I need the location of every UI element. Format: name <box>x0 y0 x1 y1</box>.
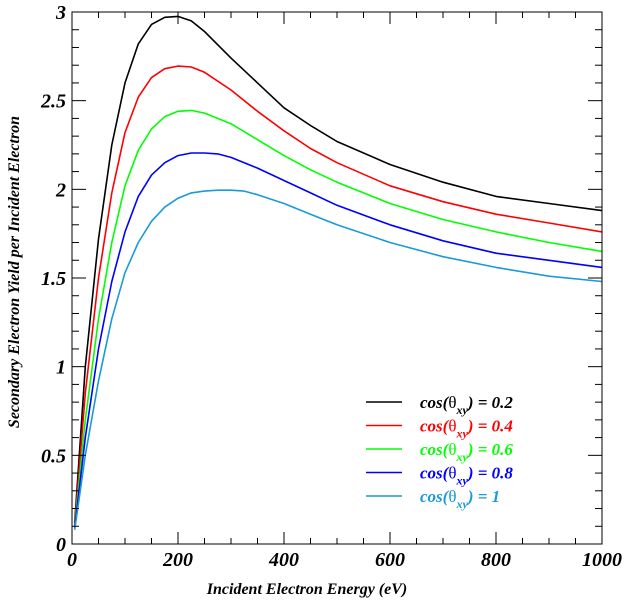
legend-label-1: cos(θxy) = 0.2 <box>420 393 513 417</box>
y-tick-label: 2 <box>55 179 66 201</box>
x-tick-label: 200 <box>162 549 193 571</box>
x-tick-label: 400 <box>268 549 299 571</box>
series-line-4 <box>73 152 603 529</box>
x-tick-label: 600 <box>375 549 405 571</box>
y-tick-label: 1.5 <box>41 268 66 290</box>
y-tick-label: 0 <box>56 534 66 556</box>
y-axis-title: Secondary Electron Yield per Incident El… <box>6 116 23 428</box>
x-tick-label: 0 <box>67 549 77 571</box>
y-tick-label: 1 <box>56 357 66 379</box>
legend-label-2: cos(θxy) = 0.4 <box>420 417 513 441</box>
series-line-5 <box>73 189 603 530</box>
x-tick-labels: 0 200 400 600 800 1000 <box>67 549 622 571</box>
series-lines <box>73 15 603 530</box>
axis-ticks <box>71 11 603 545</box>
series-line-2 <box>73 65 603 525</box>
y-tick-label: 3 <box>55 2 66 24</box>
y-tick-labels: 0 0.5 1 1.5 2 2.5 3 <box>40 2 66 556</box>
plot-frame <box>71 11 603 545</box>
y-tick-label: 2.5 <box>40 91 66 113</box>
x-axis-title: Incident Electron Energy (eV) <box>206 581 407 598</box>
legend-label-3: cos(θxy) = 0.6 <box>420 440 513 464</box>
series-line-3 <box>73 109 603 527</box>
y-tick-label: 0.5 <box>41 445 66 467</box>
legend-label-5: cos(θxy) = 1 <box>420 487 500 511</box>
legend-label-4: cos(θxy) = 0.8 <box>420 464 513 488</box>
x-tick-label: 1000 <box>582 549 622 571</box>
series-line-1 <box>73 15 603 523</box>
x-tick-label: 800 <box>481 549 511 571</box>
